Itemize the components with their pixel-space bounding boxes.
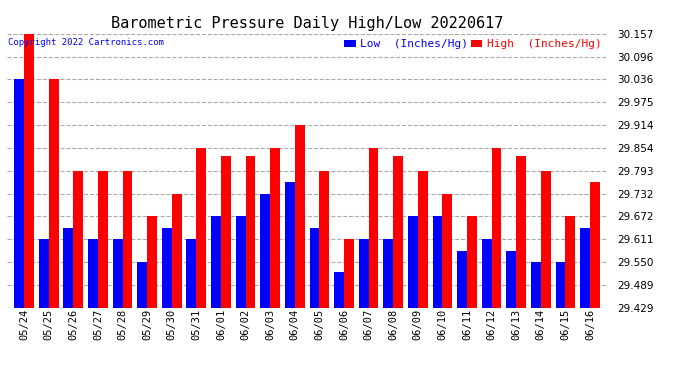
Bar (147, 216, 157, 308)
Bar (88, 239, 98, 308)
Bar (137, 262, 147, 308)
Bar (491, 148, 502, 308)
Bar (221, 156, 230, 308)
Bar (197, 148, 206, 308)
Bar (49, 79, 59, 308)
Bar (393, 156, 403, 308)
Bar (162, 228, 172, 308)
Bar (270, 148, 280, 308)
Bar (319, 171, 329, 308)
Bar (73, 171, 83, 308)
Bar (433, 216, 442, 308)
Bar (368, 148, 378, 308)
Bar (516, 156, 526, 308)
Bar (246, 156, 255, 308)
Bar (590, 182, 600, 308)
Bar (285, 182, 295, 308)
Bar (63, 228, 73, 308)
Bar (384, 239, 393, 308)
Bar (310, 228, 319, 308)
Bar (186, 239, 197, 308)
Bar (417, 171, 428, 308)
Bar (541, 171, 551, 308)
Bar (482, 239, 491, 308)
Bar (112, 239, 123, 308)
Bar (359, 239, 368, 308)
Legend: Low  (Inches/Hg), High  (Inches/Hg): Low (Inches/Hg), High (Inches/Hg) (344, 39, 602, 49)
Bar (98, 171, 108, 308)
Text: Copyright 2022 Cartronics.com: Copyright 2022 Cartronics.com (8, 38, 164, 47)
Bar (565, 216, 575, 308)
Bar (457, 251, 467, 308)
Bar (211, 216, 221, 308)
Bar (295, 125, 304, 308)
Bar (344, 239, 354, 308)
Bar (123, 171, 132, 308)
Bar (580, 228, 590, 308)
Bar (506, 251, 516, 308)
Bar (555, 262, 565, 308)
Bar (39, 239, 49, 308)
Bar (467, 216, 477, 308)
Bar (14, 79, 24, 308)
Bar (334, 272, 344, 308)
Bar (531, 262, 541, 308)
Bar (172, 194, 181, 308)
Bar (236, 216, 246, 308)
Bar (408, 216, 417, 308)
Bar (260, 194, 270, 308)
Bar (442, 194, 452, 308)
Bar (24, 34, 34, 308)
Title: Barometric Pressure Daily High/Low 20220617: Barometric Pressure Daily High/Low 20220… (111, 16, 503, 31)
